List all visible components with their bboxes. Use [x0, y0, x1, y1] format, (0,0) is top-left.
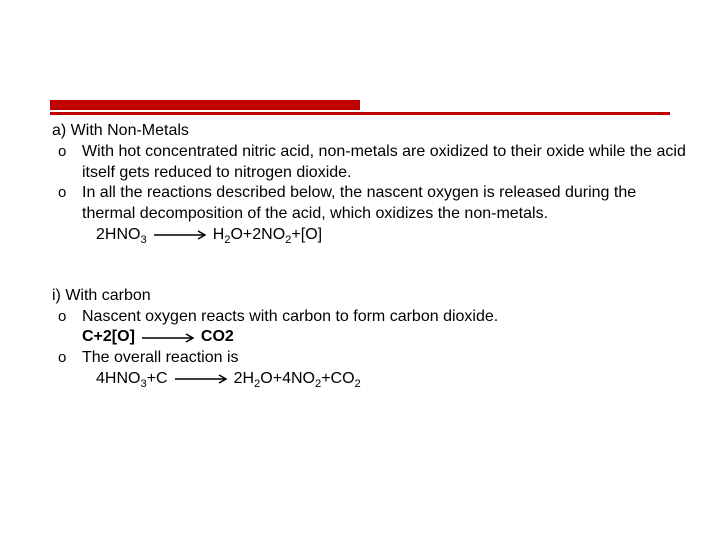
- bullet-text: The overall reaction is: [82, 348, 692, 369]
- section-i-heading: i) With carbon: [52, 286, 692, 307]
- bullet-marker: o: [52, 307, 82, 327]
- list-item: o The overall reaction is: [52, 348, 692, 369]
- bullet-marker: o: [52, 183, 82, 203]
- list-item: o Nascent oxygen reacts with carbon to f…: [52, 307, 692, 328]
- equation-i-last: 4HNO3+C 2H2O+4NO2+CO2: [96, 369, 692, 390]
- bullet-marker: o: [52, 348, 82, 368]
- bullet-marker: o: [52, 142, 82, 162]
- bullet-text: With hot concentrated nitric acid, non-m…: [82, 142, 692, 184]
- arrow-icon: [174, 373, 228, 385]
- arrow-icon: [141, 332, 195, 344]
- equation-rhs: CO2: [201, 327, 234, 348]
- equation-i-mid: C+2[O] CO2: [82, 327, 692, 348]
- rule-thin: [50, 112, 670, 115]
- equation-lhs: 4HNO3+C: [96, 369, 168, 390]
- horizontal-rule: [50, 100, 680, 115]
- slide: a) With Non-Metals o With hot concentrat…: [0, 0, 720, 540]
- equation-rhs: H2O+2NO2+[O]: [213, 225, 322, 246]
- equation-a: 2HNO3 H2O+2NO2+[O]: [96, 225, 692, 246]
- equation-lhs: 2HNO3: [96, 225, 147, 246]
- bullet-text: In all the reactions described below, th…: [82, 183, 692, 225]
- equation-rhs: 2H2O+4NO2+CO2: [234, 369, 361, 390]
- section-i: i) With carbon o Nascent oxygen reacts w…: [52, 286, 692, 390]
- list-item: o In all the reactions described below, …: [52, 183, 692, 225]
- rule-thick: [50, 100, 360, 110]
- equation-lhs: C+2[O]: [82, 327, 135, 348]
- arrow-icon: [153, 229, 207, 241]
- bullet-text: Nascent oxygen reacts with carbon to for…: [82, 307, 692, 328]
- section-a-heading: a) With Non-Metals: [52, 121, 692, 142]
- section-a: a) With Non-Metals o With hot concentrat…: [52, 121, 692, 246]
- list-item: o With hot concentrated nitric acid, non…: [52, 142, 692, 184]
